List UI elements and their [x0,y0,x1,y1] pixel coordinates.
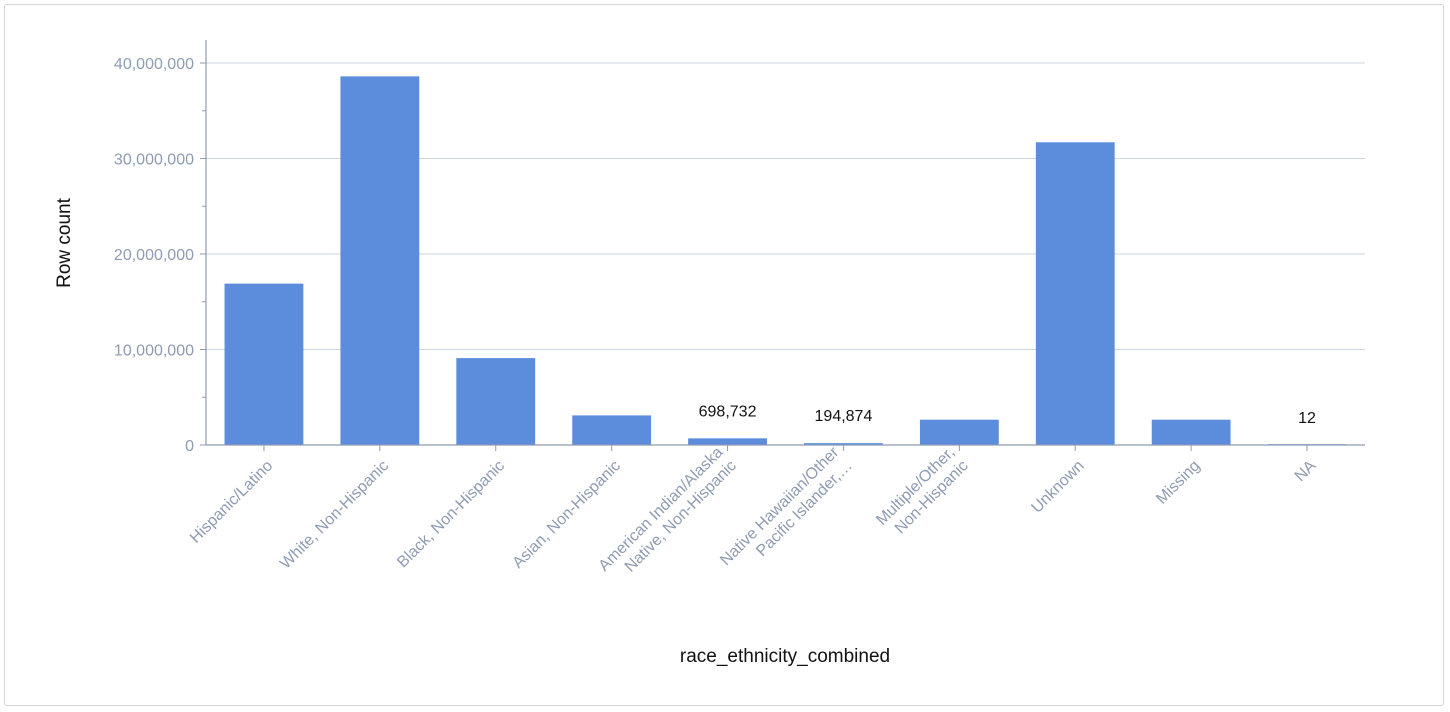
bar[interactable] [224,283,304,445]
y-axis-title: Row count [54,197,75,287]
y-tick-label: 30,000,000 [114,152,194,169]
x-tick-label: NA [1292,457,1320,485]
x-tick-label: Native Hawaiian/OtherPacific Islander,… [717,443,856,582]
x-axis-title: race_ethnicity_combined [680,646,890,667]
bar[interactable] [572,415,652,445]
bar[interactable] [688,438,767,445]
axes [200,40,1365,451]
x-tick-label: Multiple/Other,Non-Hispanic [873,444,971,542]
bar[interactable] [919,419,999,445]
x-tick-labels: Hispanic/Latino White, Non-Hispanic Black,… [187,443,1320,582]
data-label: 12 [1298,410,1316,427]
bar[interactable] [804,443,883,445]
bar[interactable] [456,358,536,445]
x-tick-label: Black, Non-Hispanic [394,457,508,571]
y-tick-label: 10,000,000 [114,343,194,360]
bar[interactable] [340,76,420,446]
y-tick-label: 20,000,000 [114,247,194,264]
y-tick-label: 40,000,000 [114,56,194,73]
bar[interactable] [1035,142,1115,445]
x-tick-label: White, Non-Hispanic [277,457,392,572]
data-label: 698,732 [699,403,757,420]
data-labels: 698,732 194,874 12 [699,403,1316,427]
x-tick-label: Missing [1153,457,1203,507]
x-tick-label: Unknown [1028,457,1087,516]
y-tick-label: 0 [185,438,194,455]
y-tick-labels: 0 10,000,000 20,000,000 30,000,000 40,000,00… [114,56,194,455]
bar[interactable] [1151,419,1231,445]
data-label: 194,874 [815,408,873,425]
x-tick-label: Hispanic/Latino [187,457,276,546]
bars [224,76,1347,446]
